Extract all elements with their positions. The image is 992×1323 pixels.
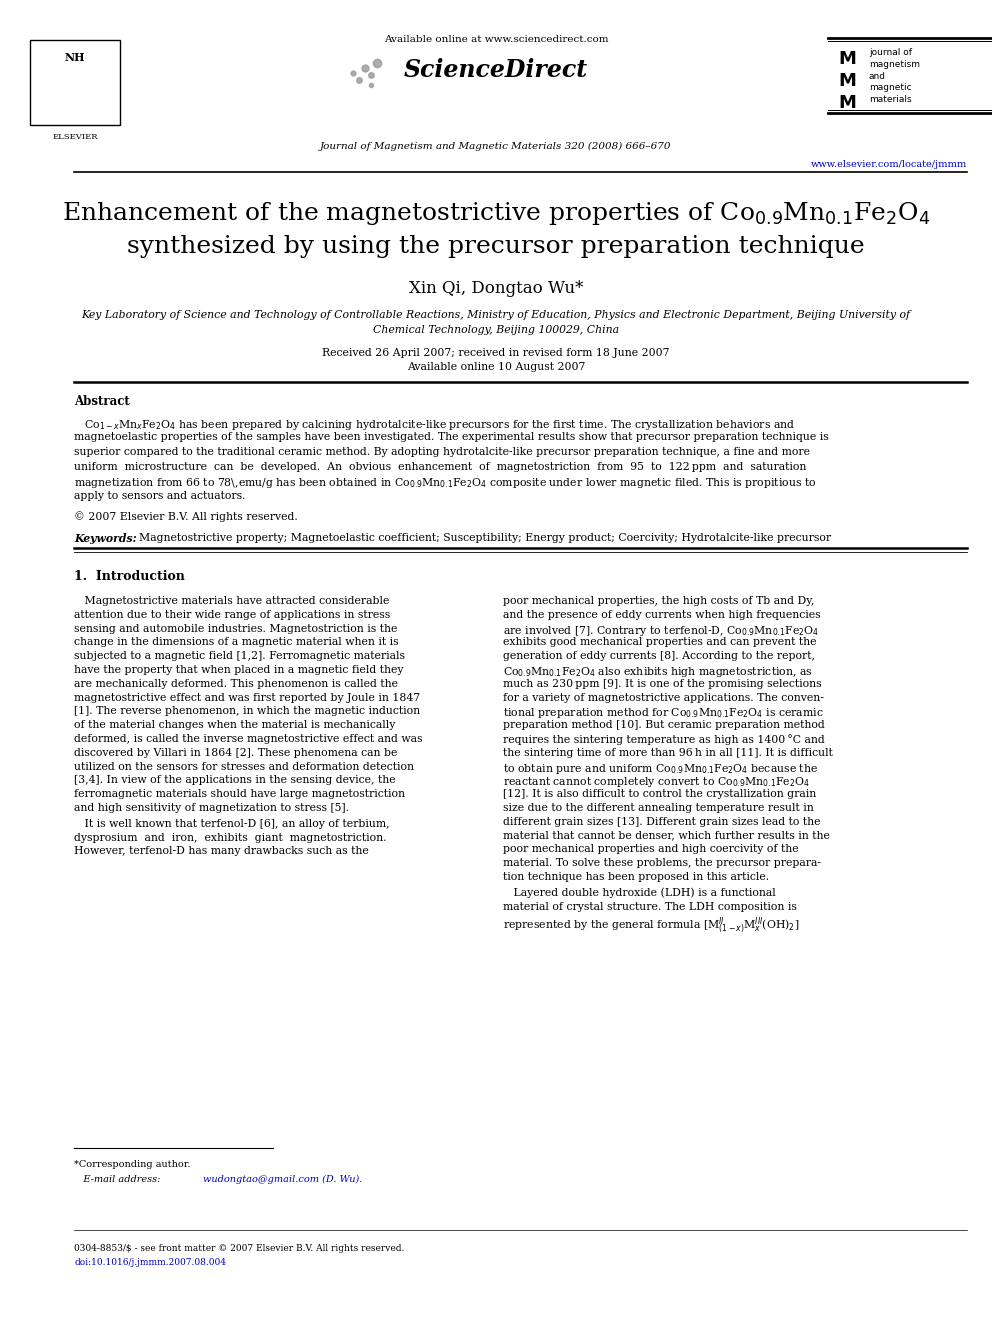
Text: requires the sintering temperature as high as 1400 °C and: requires the sintering temperature as hi… [503, 734, 824, 745]
Text: Journal of Magnetism and Magnetic Materials 320 (2008) 666–670: Journal of Magnetism and Magnetic Materi… [320, 142, 672, 151]
Text: www.elsevier.com/locate/jmmm: www.elsevier.com/locate/jmmm [810, 160, 967, 169]
Text: exhibits good mechanical properties and can prevent the: exhibits good mechanical properties and … [503, 638, 816, 647]
Text: Abstract: Abstract [74, 396, 130, 407]
Text: superior compared to the traditional ceramic method. By adopting hydrotalcite-li: superior compared to the traditional cer… [74, 447, 810, 456]
Text: utilized on the sensors for stresses and deformation detection: utilized on the sensors for stresses and… [74, 762, 415, 771]
Text: poor mechanical properties, the high costs of Tb and Dy,: poor mechanical properties, the high cos… [503, 595, 814, 606]
Text: magnetic: magnetic [869, 83, 912, 93]
Text: Xin Qi, Dongtao Wu*: Xin Qi, Dongtao Wu* [409, 280, 583, 296]
Text: subjected to a magnetic field [1,2]. Ferromagnetic materials: subjected to a magnetic field [1,2]. Fer… [74, 651, 406, 662]
Text: uniform  microstructure  can  be  developed.  An  obvious  enhancement  of  magn: uniform microstructure can be developed.… [74, 462, 806, 471]
Text: However, terfenol-D has many drawbacks such as the: However, terfenol-D has many drawbacks s… [74, 847, 369, 856]
Text: M: M [838, 50, 856, 67]
Text: Keywords:: Keywords: [74, 533, 137, 544]
Text: Available online at www.sciencedirect.com: Available online at www.sciencedirect.co… [384, 34, 608, 44]
Text: change in the dimensions of a magnetic material when it is: change in the dimensions of a magnetic m… [74, 638, 399, 647]
Text: synthesized by using the precursor preparation technique: synthesized by using the precursor prepa… [127, 235, 865, 258]
Text: Received 26 April 2007; received in revised form 18 June 2007: Received 26 April 2007; received in revi… [322, 348, 670, 359]
Text: of the material changes when the material is mechanically: of the material changes when the materia… [74, 720, 396, 730]
Text: 1.  Introduction: 1. Introduction [74, 570, 186, 583]
Text: and high sensitivity of magnetization to stress [5].: and high sensitivity of magnetization to… [74, 803, 349, 814]
Text: Chemical Technology, Beijing 100029, China: Chemical Technology, Beijing 100029, Chi… [373, 325, 619, 335]
Text: [3,4]. In view of the applications in the sensing device, the: [3,4]. In view of the applications in th… [74, 775, 396, 786]
Text: tion technique has been proposed in this article.: tion technique has been proposed in this… [503, 872, 769, 882]
Text: represented by the general formula [M$^{II}_{(1-x)}$M$^{III}_x$(OH)$_2$]: represented by the general formula [M$^{… [503, 916, 800, 935]
Text: to obtain pure and uniform Co$_{0.9}$Mn$_{0.1}$Fe$_2$O$_4$ because the: to obtain pure and uniform Co$_{0.9}$Mn$… [503, 762, 818, 775]
Text: Co$_{1-x}$Mn$_x$Fe$_2$O$_4$ has been prepared by calcining hydrotalcite-like pre: Co$_{1-x}$Mn$_x$Fe$_2$O$_4$ has been pre… [74, 418, 796, 433]
Text: M: M [838, 71, 856, 90]
Text: preparation method [10]. But ceramic preparation method: preparation method [10]. But ceramic pre… [503, 720, 824, 730]
Text: have the property that when placed in a magnetic field they: have the property that when placed in a … [74, 665, 404, 675]
Text: material of crystal structure. The LDH composition is: material of crystal structure. The LDH c… [503, 901, 797, 912]
Text: [1]. The reverse phenomenon, in which the magnetic induction: [1]. The reverse phenomenon, in which th… [74, 706, 421, 716]
Text: much as 230 ppm [9]. It is one of the promising selections: much as 230 ppm [9]. It is one of the pr… [503, 679, 821, 689]
Text: NH: NH [64, 52, 85, 64]
Text: are mechanically deformed. This phenomenon is called the: are mechanically deformed. This phenomen… [74, 679, 399, 689]
Text: doi:10.1016/j.jmmm.2007.08.004: doi:10.1016/j.jmmm.2007.08.004 [74, 1258, 226, 1267]
Text: different grain sizes [13]. Different grain sizes lead to the: different grain sizes [13]. Different gr… [503, 816, 820, 827]
Text: and the presence of eddy currents when high frequencies: and the presence of eddy currents when h… [503, 610, 820, 619]
Text: are involved [7]. Contrary to terfenol-D, Co$_{0.9}$Mn$_{0.1}$Fe$_2$O$_4$: are involved [7]. Contrary to terfenol-D… [503, 623, 819, 638]
Bar [30, 40, 120, 124]
Text: sensing and automobile industries. Magnetostriction is the: sensing and automobile industries. Magne… [74, 623, 398, 634]
Text: It is well known that terfenol-D [6], an alloy of terbium,: It is well known that terfenol-D [6], an… [74, 819, 390, 828]
Text: ScienceDirect: ScienceDirect [404, 58, 588, 82]
Text: size due to the different annealing temperature result in: size due to the different annealing temp… [503, 803, 813, 814]
Text: magnetization from 66 to 78\,emu/g has been obtained in Co$_{0.9}$Mn$_{0.1}$Fe$_: magnetization from 66 to 78\,emu/g has b… [74, 476, 817, 490]
Text: dysprosium  and  iron,  exhibits  giant  magnetostriction.: dysprosium and iron, exhibits giant magn… [74, 832, 387, 843]
Text: attention due to their wide range of applications in stress: attention due to their wide range of app… [74, 610, 391, 619]
Text: wudongtao@gmail.com (D. Wu).: wudongtao@gmail.com (D. Wu). [203, 1175, 363, 1184]
Text: *Corresponding author.: *Corresponding author. [74, 1160, 190, 1170]
Text: magnetostrictive effect and was first reported by Joule in 1847: magnetostrictive effect and was first re… [74, 693, 421, 703]
Text: © 2007 Elsevier B.V. All rights reserved.: © 2007 Elsevier B.V. All rights reserved… [74, 511, 299, 521]
Text: magnetism: magnetism [869, 60, 920, 69]
Text: M: M [838, 94, 856, 112]
Text: materials: materials [869, 95, 912, 105]
Text: tional preparation method for Co$_{0.9}$Mn$_{0.1}$Fe$_2$O$_4$ is ceramic: tional preparation method for Co$_{0.9}$… [503, 706, 823, 721]
Text: Key Laboratory of Science and Technology of Controllable Reactions, Ministry of : Key Laboratory of Science and Technology… [81, 310, 911, 320]
Text: deformed, is called the inverse magnetostrictive effect and was: deformed, is called the inverse magnetos… [74, 734, 423, 744]
Text: Enhancement of the magnetostrictive properties of Co$_{0.9}$Mn$_{0.1}$Fe$_2$O$_4: Enhancement of the magnetostrictive prop… [62, 200, 930, 228]
Text: [12]. It is also difficult to control the crystallization grain: [12]. It is also difficult to control th… [503, 790, 816, 799]
Text: reactant cannot completely convert to Co$_{0.9}$Mn$_{0.1}$Fe$_2$O$_4$: reactant cannot completely convert to Co… [503, 775, 809, 790]
Text: 0304-8853/$ - see front matter © 2007 Elsevier B.V. All rights reserved.: 0304-8853/$ - see front matter © 2007 El… [74, 1244, 405, 1253]
Text: Magnetostrictive property; Magnetoelastic coefficient; Susceptibility; Energy pr: Magnetostrictive property; Magnetoelasti… [139, 533, 831, 542]
Text: poor mechanical properties and high coercivity of the: poor mechanical properties and high coer… [503, 844, 799, 855]
Text: discovered by Villari in 1864 [2]. These phenomena can be: discovered by Villari in 1864 [2]. These… [74, 747, 398, 758]
Text: apply to sensors and actuators.: apply to sensors and actuators. [74, 491, 246, 500]
Text: E-mail address:: E-mail address: [74, 1175, 164, 1184]
Text: journal of: journal of [869, 48, 912, 57]
Text: Magnetostrictive materials have attracted considerable: Magnetostrictive materials have attracte… [74, 595, 390, 606]
Text: material. To solve these problems, the precursor prepara-: material. To solve these problems, the p… [503, 859, 821, 868]
Text: for a variety of magnetostrictive applications. The conven-: for a variety of magnetostrictive applic… [503, 693, 823, 703]
Text: Layered double hydroxide (LDH) is a functional: Layered double hydroxide (LDH) is a func… [503, 888, 776, 898]
Text: ferromagnetic materials should have large magnetostriction: ferromagnetic materials should have larg… [74, 790, 406, 799]
Text: Co$_{0.9}$Mn$_{0.1}$Fe$_2$O$_4$ also exhibits high magnetostriction, as: Co$_{0.9}$Mn$_{0.1}$Fe$_2$O$_4$ also exh… [503, 665, 812, 679]
Text: magnetoelastic properties of the samples have been investigated. The experimenta: magnetoelastic properties of the samples… [74, 433, 829, 442]
Text: material that cannot be denser, which further results in the: material that cannot be denser, which fu… [503, 831, 830, 840]
Text: and: and [869, 71, 886, 81]
Text: ELSEVIER: ELSEVIER [53, 134, 98, 142]
Text: the sintering time of more than 96 h in all [11]. It is difficult: the sintering time of more than 96 h in … [503, 747, 833, 758]
Text: Available online 10 August 2007: Available online 10 August 2007 [407, 363, 585, 372]
Text: generation of eddy currents [8]. According to the report,: generation of eddy currents [8]. Accordi… [503, 651, 815, 662]
